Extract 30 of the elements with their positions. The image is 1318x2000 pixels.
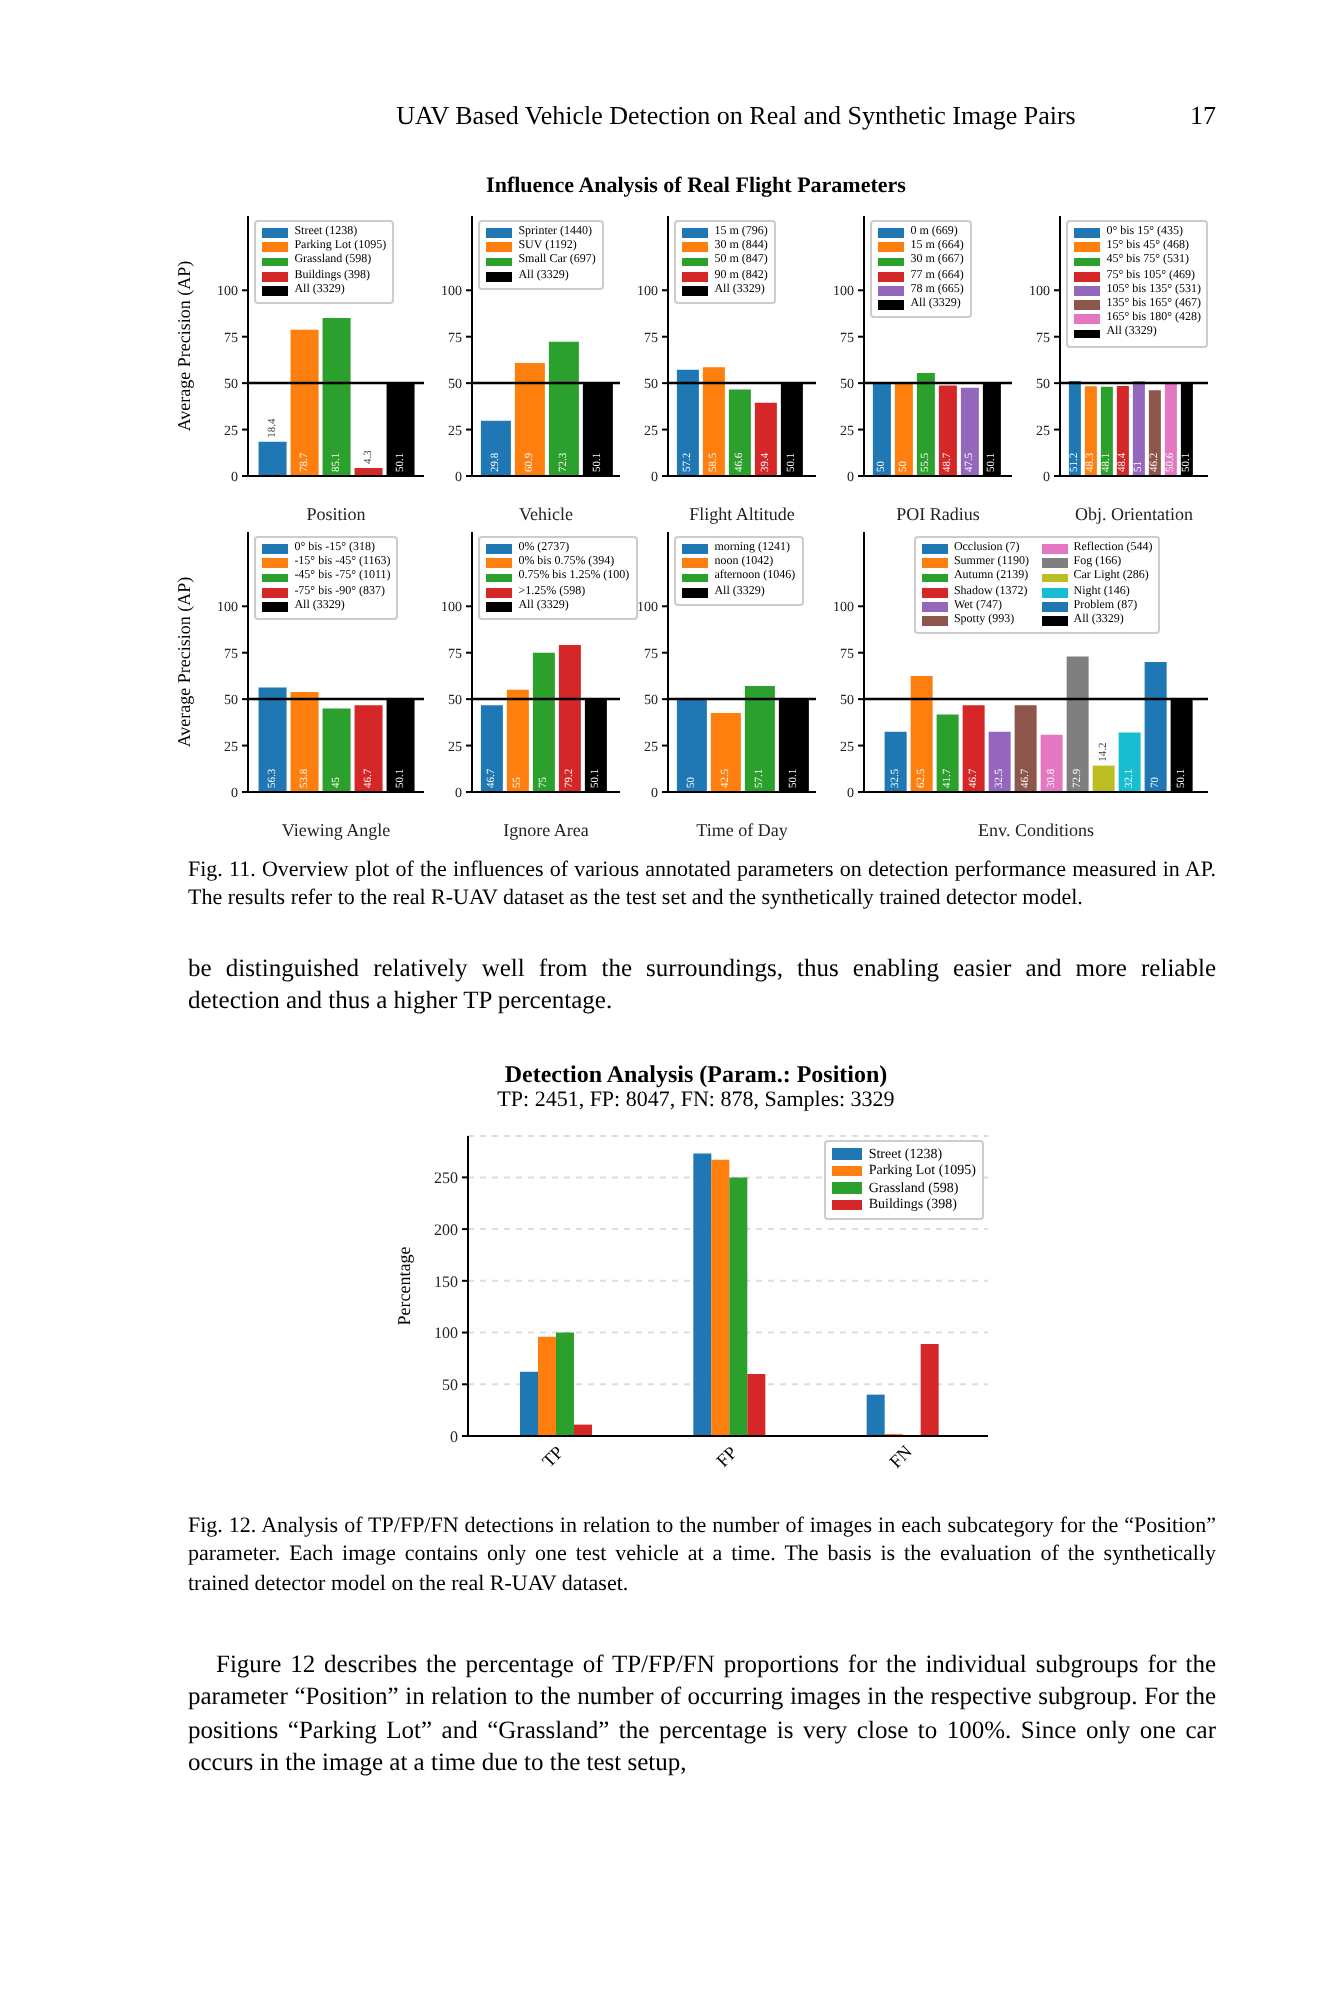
y-tick-label: 150 bbox=[434, 1272, 458, 1291]
x-axis-title: Env. Conditions bbox=[978, 820, 1095, 840]
text: 17 bbox=[1188, 100, 1216, 134]
y-tick-label: 200 bbox=[434, 1220, 458, 1239]
y-tick-label: 0 bbox=[450, 1427, 458, 1446]
x-axis-title: Ignore Area bbox=[503, 820, 589, 840]
x-tick-label: TP bbox=[536, 1440, 570, 1476]
y-tick-label: 50 bbox=[442, 1375, 458, 1394]
caption: Fig. 12. Analysis of TP/FP/FN detections in relation to the number of images in each subcategory for the “Position” parameter. Each image contains only one test vehicle at a time. The basis is the evaluation of the synthetically trained detector model on the real R-UAV dataset. bbox=[188, 1512, 1216, 1598]
x-axis-title: Flight Altitude bbox=[689, 504, 795, 524]
text: UAV Based Vehicle Detection on Real and Synthetic Image Pairs bbox=[394, 100, 1078, 134]
y-axis-title: Average Precision (AP) bbox=[174, 576, 196, 748]
caption: Figure 12 describes the percentage of TP/FP/FN proportions for the individual subgroups for the parameter “Position” in relation to the number of occurring images in the respective subgroup. For the positions “Parking Lot” and “Grassland” the percentage is very close to 100%. Since only one car occurs in the image at a time due to the test setup, bbox=[188, 1648, 1216, 1778]
caption: Fig. 11. Overview plot of the influences of various annotated parameters on detection performance measured in AP. The results refer to the real R-UAV dataset as the test set and the synthetically trained detector model. bbox=[188, 856, 1216, 914]
chart-subtitle: TP: 2451, FP: 8047, FN: 878, Samples: 3329 bbox=[495, 1088, 897, 1116]
x-axis-title: Obj. Orientation bbox=[1075, 504, 1194, 524]
x-axis-title: POI Radius bbox=[896, 504, 981, 524]
x-axis-title: Time of Day bbox=[696, 820, 789, 840]
y-tick-label: 100 bbox=[434, 1324, 458, 1343]
y-axis-title: Average Precision (AP) bbox=[174, 260, 196, 432]
y-axis-title: Percentage bbox=[394, 1246, 416, 1326]
text: be distinguished relatively well from the surroundings, thus enabling easier and more reliable detection and thus a higher TP percentage. bbox=[188, 952, 1216, 1017]
x-axis-title: Position bbox=[306, 504, 367, 524]
chart-title: Detection Analysis (Param.: Position) bbox=[502, 1060, 890, 1089]
text: Influence Analysis of Real Flight Parameters bbox=[484, 172, 908, 201]
x-axis-title: Viewing Angle bbox=[281, 820, 391, 840]
x-tick-label: FN bbox=[882, 1439, 918, 1476]
x-tick-label: FP bbox=[710, 1440, 743, 1475]
y-tick-label: 250 bbox=[434, 1169, 458, 1188]
x-axis-title: Vehicle bbox=[519, 504, 573, 524]
